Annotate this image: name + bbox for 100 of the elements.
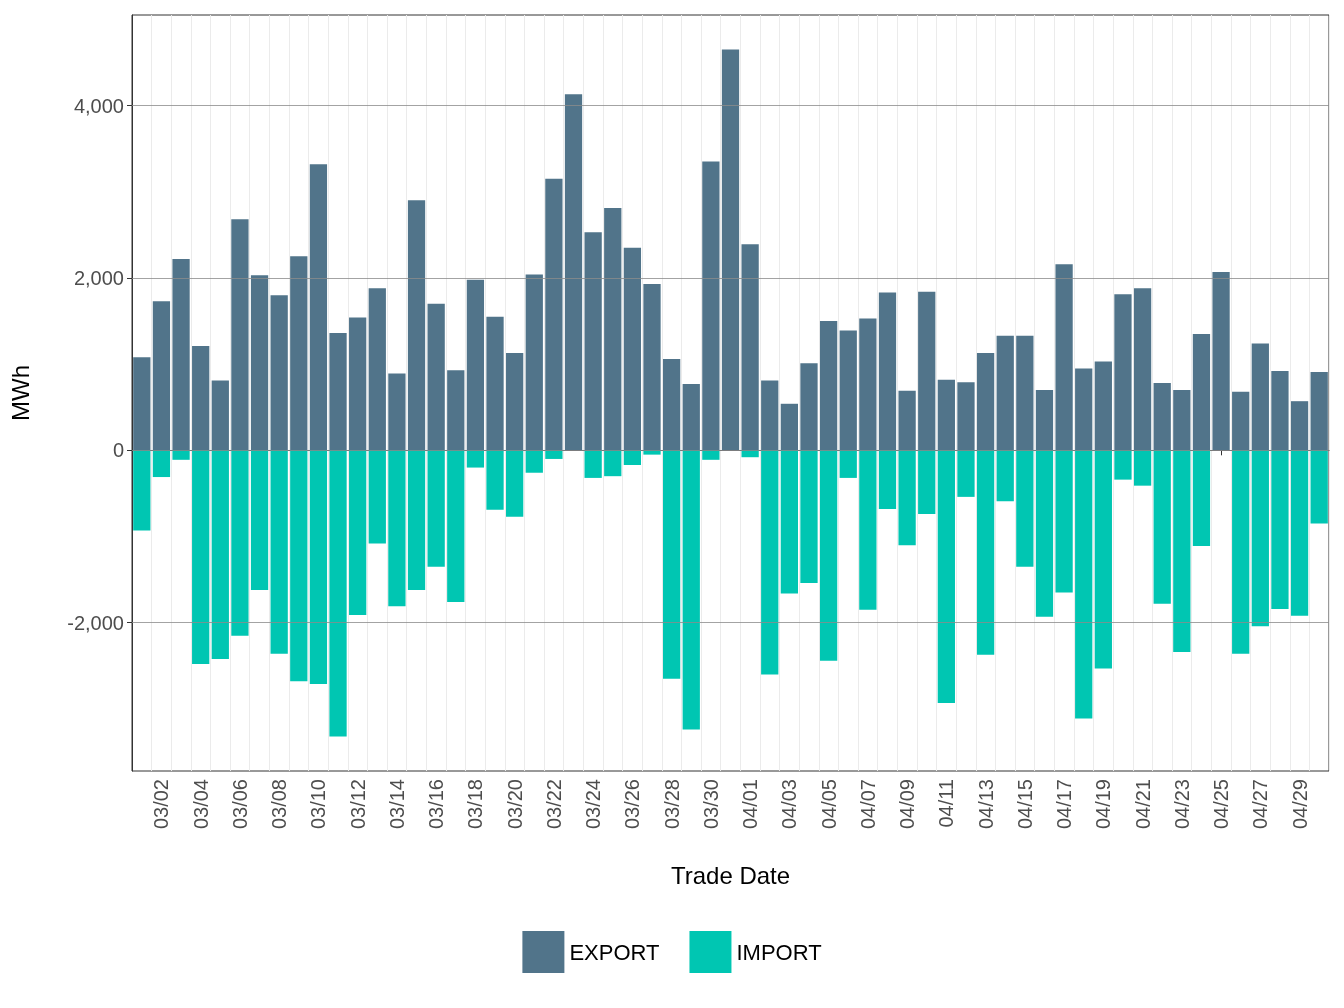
bar: [1310, 371, 1328, 451]
bar: [368, 288, 386, 451]
bar: [780, 450, 798, 594]
x-tick-label: 03/24: [582, 779, 605, 830]
x-tick-label: 03/18: [464, 779, 487, 830]
bar: [1035, 450, 1054, 617]
x-tick-label: 03/30: [699, 779, 722, 830]
bar: [506, 352, 524, 451]
bar: [761, 380, 779, 451]
bar: [761, 450, 779, 675]
x-tick-label: 04/15: [1013, 779, 1036, 830]
bar: [623, 450, 642, 465]
bar: [329, 333, 347, 451]
bar: [859, 318, 877, 451]
bar: [604, 208, 622, 451]
bar: [976, 450, 995, 655]
bar: [388, 450, 406, 607]
bar: [349, 317, 367, 451]
x-tick-label: 04/19: [1092, 779, 1115, 830]
bar: [1114, 450, 1132, 480]
bar: [368, 450, 386, 544]
bar: [663, 450, 681, 679]
bar: [545, 450, 563, 459]
bar: [1232, 450, 1250, 654]
bar: [447, 370, 465, 451]
bar: [211, 380, 229, 451]
bar: [1251, 450, 1269, 627]
bar: [1290, 401, 1309, 451]
x-tick-label: 04/09: [896, 779, 919, 830]
y-tick-label: 2,000: [73, 266, 124, 289]
bar: [721, 49, 740, 451]
x-tick-label: 03/22: [542, 779, 565, 830]
x-tick-label: 04/23: [1170, 779, 1193, 830]
x-tick-label: 04/17: [1053, 779, 1076, 830]
x-tick-label: 03/08: [268, 779, 291, 830]
bar: [290, 256, 308, 451]
bar: [996, 335, 1014, 451]
x-tick-label: 04/03: [778, 779, 801, 830]
x-tick-label: 04/21: [1131, 779, 1154, 830]
bar: [1192, 333, 1211, 451]
bar: [172, 450, 190, 460]
x-tick-label: 03/28: [660, 779, 683, 830]
bar: [1153, 383, 1171, 451]
x-tick-label: 04/07: [856, 779, 879, 830]
x-tick-label: 03/06: [228, 779, 251, 830]
bar: [1016, 450, 1034, 567]
bar: [447, 450, 465, 603]
bar: [898, 450, 916, 546]
bar: [388, 373, 406, 451]
bar: [1173, 450, 1191, 653]
bar: [780, 403, 798, 451]
bar: [407, 200, 426, 451]
bar: [623, 247, 642, 451]
bar: [1251, 343, 1269, 451]
bar: [133, 357, 151, 451]
x-tick-label: 03/12: [346, 779, 369, 830]
bar: [1094, 450, 1112, 669]
bar: [937, 379, 955, 451]
bar: [1075, 450, 1093, 719]
y-tick-label: 4,000: [73, 94, 124, 117]
bar: [192, 450, 210, 665]
bar: [918, 291, 936, 451]
bar: [663, 358, 681, 451]
x-tick-label: 04/27: [1249, 779, 1272, 830]
bar: [466, 450, 485, 468]
bar: [819, 450, 838, 661]
bar: [996, 450, 1014, 502]
bar: [918, 450, 936, 515]
bar: [1075, 368, 1093, 451]
bar: [231, 219, 249, 451]
bar: [545, 178, 563, 451]
bar: [800, 363, 818, 451]
bar: [250, 275, 269, 451]
bar: [1310, 450, 1328, 524]
bar: [152, 450, 171, 478]
bar: [878, 292, 897, 451]
bar: [172, 258, 190, 451]
legend-label: EXPORT: [569, 939, 660, 965]
bar: [859, 450, 877, 610]
bar: [231, 450, 249, 636]
bar: [584, 232, 602, 451]
bar: [1055, 264, 1073, 451]
bar: [878, 450, 897, 509]
bar: [800, 450, 818, 584]
bar: [133, 450, 151, 531]
bar: [349, 450, 367, 615]
bar: [1133, 288, 1152, 451]
bar: [1192, 450, 1211, 547]
bar: [1114, 294, 1132, 451]
bar: [839, 450, 857, 478]
x-axis-title: Trade Date: [670, 861, 791, 889]
x-tick-label: 03/14: [385, 779, 408, 830]
bar: [486, 316, 504, 451]
bar: [270, 295, 288, 451]
legend-label: IMPORT: [736, 939, 822, 965]
x-tick-label: 04/11: [935, 779, 958, 828]
bar: [976, 352, 995, 451]
bar: [643, 283, 661, 451]
bar: [957, 382, 975, 451]
bar: [937, 450, 955, 703]
